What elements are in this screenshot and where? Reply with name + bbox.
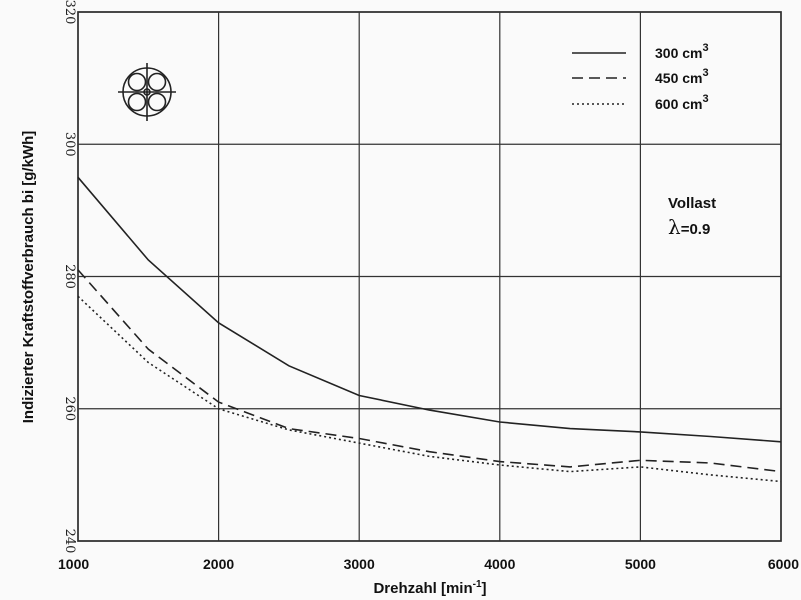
y-ticks: 240 260 280 300 320 bbox=[62, 0, 77, 553]
series-line-dashed bbox=[77, 269, 782, 473]
x-tick-label: 5000 bbox=[625, 556, 656, 572]
x-tick-label: 1000 bbox=[58, 556, 89, 572]
legend-label: 450 cm3 bbox=[655, 67, 709, 86]
series-line-solid bbox=[77, 176, 782, 443]
grid bbox=[77, 11, 782, 542]
y-tick-label: 280 bbox=[62, 264, 77, 289]
annotation-lambda: λ=0.9 bbox=[668, 215, 710, 239]
x-tick-label: 4000 bbox=[484, 556, 515, 572]
x-tick-label: 6000 bbox=[768, 556, 799, 572]
y-tick-label: 300 bbox=[62, 132, 77, 157]
annotation-load: Vollast bbox=[668, 195, 716, 212]
x-ticks: 1000 2000 3000 4000 5000 6000 bbox=[58, 556, 799, 572]
y-axis-label: Indizierter Kraftstoffverbrauch bi [g/kW… bbox=[20, 131, 37, 424]
x-axis-label: Drehzahl [min-1] bbox=[373, 579, 486, 597]
legend-label: 300 cm3 bbox=[655, 42, 709, 61]
series-group bbox=[77, 176, 782, 483]
x-tick-label: 2000 bbox=[203, 556, 234, 572]
y-tick-label: 260 bbox=[62, 396, 77, 421]
cylinder-layout-icon bbox=[118, 63, 176, 121]
y-tick-label: 240 bbox=[62, 529, 77, 554]
legend: 300 cm3 450 cm3 600 cm3 bbox=[572, 42, 709, 112]
y-tick-label: 320 bbox=[62, 0, 77, 24]
x-tick-label: 3000 bbox=[344, 556, 375, 572]
legend-label: 600 cm3 bbox=[655, 93, 709, 112]
